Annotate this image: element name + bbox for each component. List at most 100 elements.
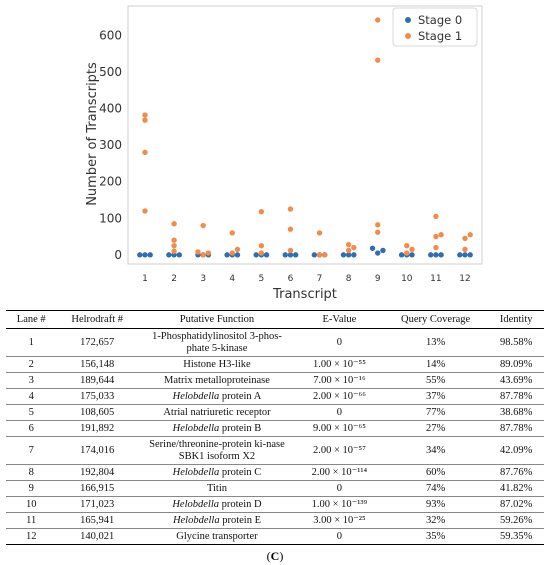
y-tick-label: 0	[114, 248, 122, 262]
cell-coverage: 14%	[425, 358, 446, 370]
stage-1-point	[345, 247, 352, 254]
stage-1-point	[171, 248, 177, 254]
table-row: 11 165,941 Helobdella protein E 3.00 × 10⁻²…	[6, 513, 544, 529]
cell-coverage: 93%	[425, 498, 446, 510]
stage-1-point	[287, 247, 294, 254]
cell-function: Helobdella protein E	[138, 513, 296, 529]
cell-evalue: 7.00 × 10⁻¹⁶	[313, 374, 366, 386]
y-tick-label: 600	[99, 28, 122, 42]
cell-lane: 12	[25, 530, 37, 542]
stage-0-point	[369, 245, 376, 251]
function-text: protein D	[219, 498, 262, 510]
stage-0-point	[457, 252, 463, 258]
stage-0-point	[340, 252, 347, 258]
cell-lane: 2	[28, 358, 34, 370]
cell-evalue: 0	[336, 336, 343, 348]
cell-identity: 87.78%	[499, 422, 533, 434]
function-genus: Helobdella	[172, 466, 220, 478]
function-text: protein B	[219, 422, 262, 434]
x-tick-label: 11	[430, 274, 441, 284]
stage-0-point	[137, 252, 143, 258]
cell-coverage: 32%	[425, 514, 446, 526]
cell-coverage: 74%	[425, 482, 446, 494]
table-row: 7 174,016 Serine/threonine-protein ki-nase…	[6, 437, 544, 465]
cell-function: Titin	[138, 481, 296, 497]
function-text: 1-Phosphatidylinositol 3-phos-phate 5-ki…	[152, 330, 282, 354]
cell-function: Histone H3-like	[138, 357, 296, 373]
stage-0-point	[263, 252, 270, 258]
stage-1-point	[287, 226, 294, 232]
stage-1-point	[322, 252, 328, 258]
cell-coverage: 27%	[425, 422, 446, 434]
function-text: protein E	[219, 514, 261, 526]
cell-evalue: 0	[336, 530, 343, 542]
table-header-row: Lane # Helrodraft # Putative Function E-…	[6, 310, 544, 329]
y-tick-label: 500	[99, 65, 122, 79]
header-helrodraft: Helrodraft #	[71, 314, 123, 325]
cell-lane: 5	[28, 406, 34, 418]
cell-coverage: 13%	[425, 336, 446, 348]
stage-1-point	[375, 222, 381, 228]
y-tick-label: 400	[99, 101, 122, 115]
table-row: 6 191,892 Helobdella protein B 9.00 × 10⁻⁶⁵…	[6, 421, 544, 437]
function-text: protein A	[219, 390, 262, 402]
cell-coverage: 34%	[425, 444, 446, 456]
x-tick-label: 6	[288, 274, 294, 284]
stage-1-point	[258, 250, 265, 256]
x-tick-label: 12	[459, 274, 470, 284]
function-text: Matrix metalloproteinase	[164, 374, 270, 386]
function-genus: Helobdella	[172, 514, 220, 526]
cell-identity: 43.69%	[499, 374, 533, 386]
plot-area	[127, 5, 483, 265]
stage-1-point	[467, 232, 473, 238]
cell-function: Helobdella protein C	[138, 465, 296, 481]
stage-1-point	[142, 112, 148, 118]
stage-1-point	[234, 246, 241, 253]
cell-identity: 89.09%	[499, 358, 533, 370]
cell-identity: 87.02%	[499, 498, 533, 510]
y-tick-label: 100	[99, 211, 122, 225]
stage-0-point	[224, 252, 230, 258]
cell-identity: 59.35%	[499, 530, 533, 542]
cell-helrodraft: 140,021	[80, 530, 115, 542]
cell-identity: 98.58%	[499, 336, 533, 348]
table-row: 12 140,021 Glycine transporter 0 35% 59.35%	[6, 529, 544, 545]
stage-0-point	[467, 252, 473, 258]
stage-1-point	[195, 249, 201, 255]
stage-1-point	[200, 252, 206, 258]
transcript-table: Lane # Helrodraft # Putative Function E-…	[6, 310, 544, 545]
function-text: protein C	[219, 466, 262, 478]
stage-1-point	[462, 246, 468, 253]
cell-coverage: 55%	[425, 374, 446, 386]
cell-identity: 87.78%	[499, 390, 533, 402]
stage-0-point	[292, 252, 299, 258]
stage-0-point	[351, 252, 357, 258]
stage-1-point	[345, 241, 352, 248]
stage-1-point	[171, 237, 177, 243]
stage-1-point	[142, 149, 148, 156]
caption-letter: C	[270, 549, 280, 563]
header-function: Putative Function	[179, 314, 255, 325]
cell-evalue: 2.00 × 10⁻⁶⁶	[312, 390, 366, 402]
stage-1-point	[351, 244, 357, 251]
cell-evalue: 0	[336, 406, 343, 418]
cell-lane: 10	[25, 498, 37, 510]
stage-1-point	[258, 208, 265, 215]
stage-0-point	[428, 252, 434, 258]
cell-evalue: 2.00 × 10⁻¹¹⁴	[311, 466, 368, 478]
transcript-table-container: Lane # Helrodraft # Putative Function E-…	[6, 310, 544, 564]
stage-0-point	[398, 252, 405, 258]
cell-function: Helobdella protein A	[138, 389, 296, 405]
stage-1-point	[287, 206, 294, 212]
stage-0-point	[433, 252, 439, 258]
function-genus: Helobdella	[172, 498, 219, 510]
cell-function: Serine/threonine-protein ki-nase SBK1 is…	[138, 437, 296, 465]
stage-1-point	[404, 250, 410, 256]
stage-1-point	[171, 221, 177, 227]
x-tick-label: 4	[229, 274, 235, 284]
cell-evalue: 3.00 × 10⁻²⁵	[313, 514, 366, 526]
stage-1-point	[142, 117, 148, 123]
x-axis-label: Transcript	[272, 287, 337, 302]
y-axis-label: Number of Transcripts	[85, 62, 100, 206]
